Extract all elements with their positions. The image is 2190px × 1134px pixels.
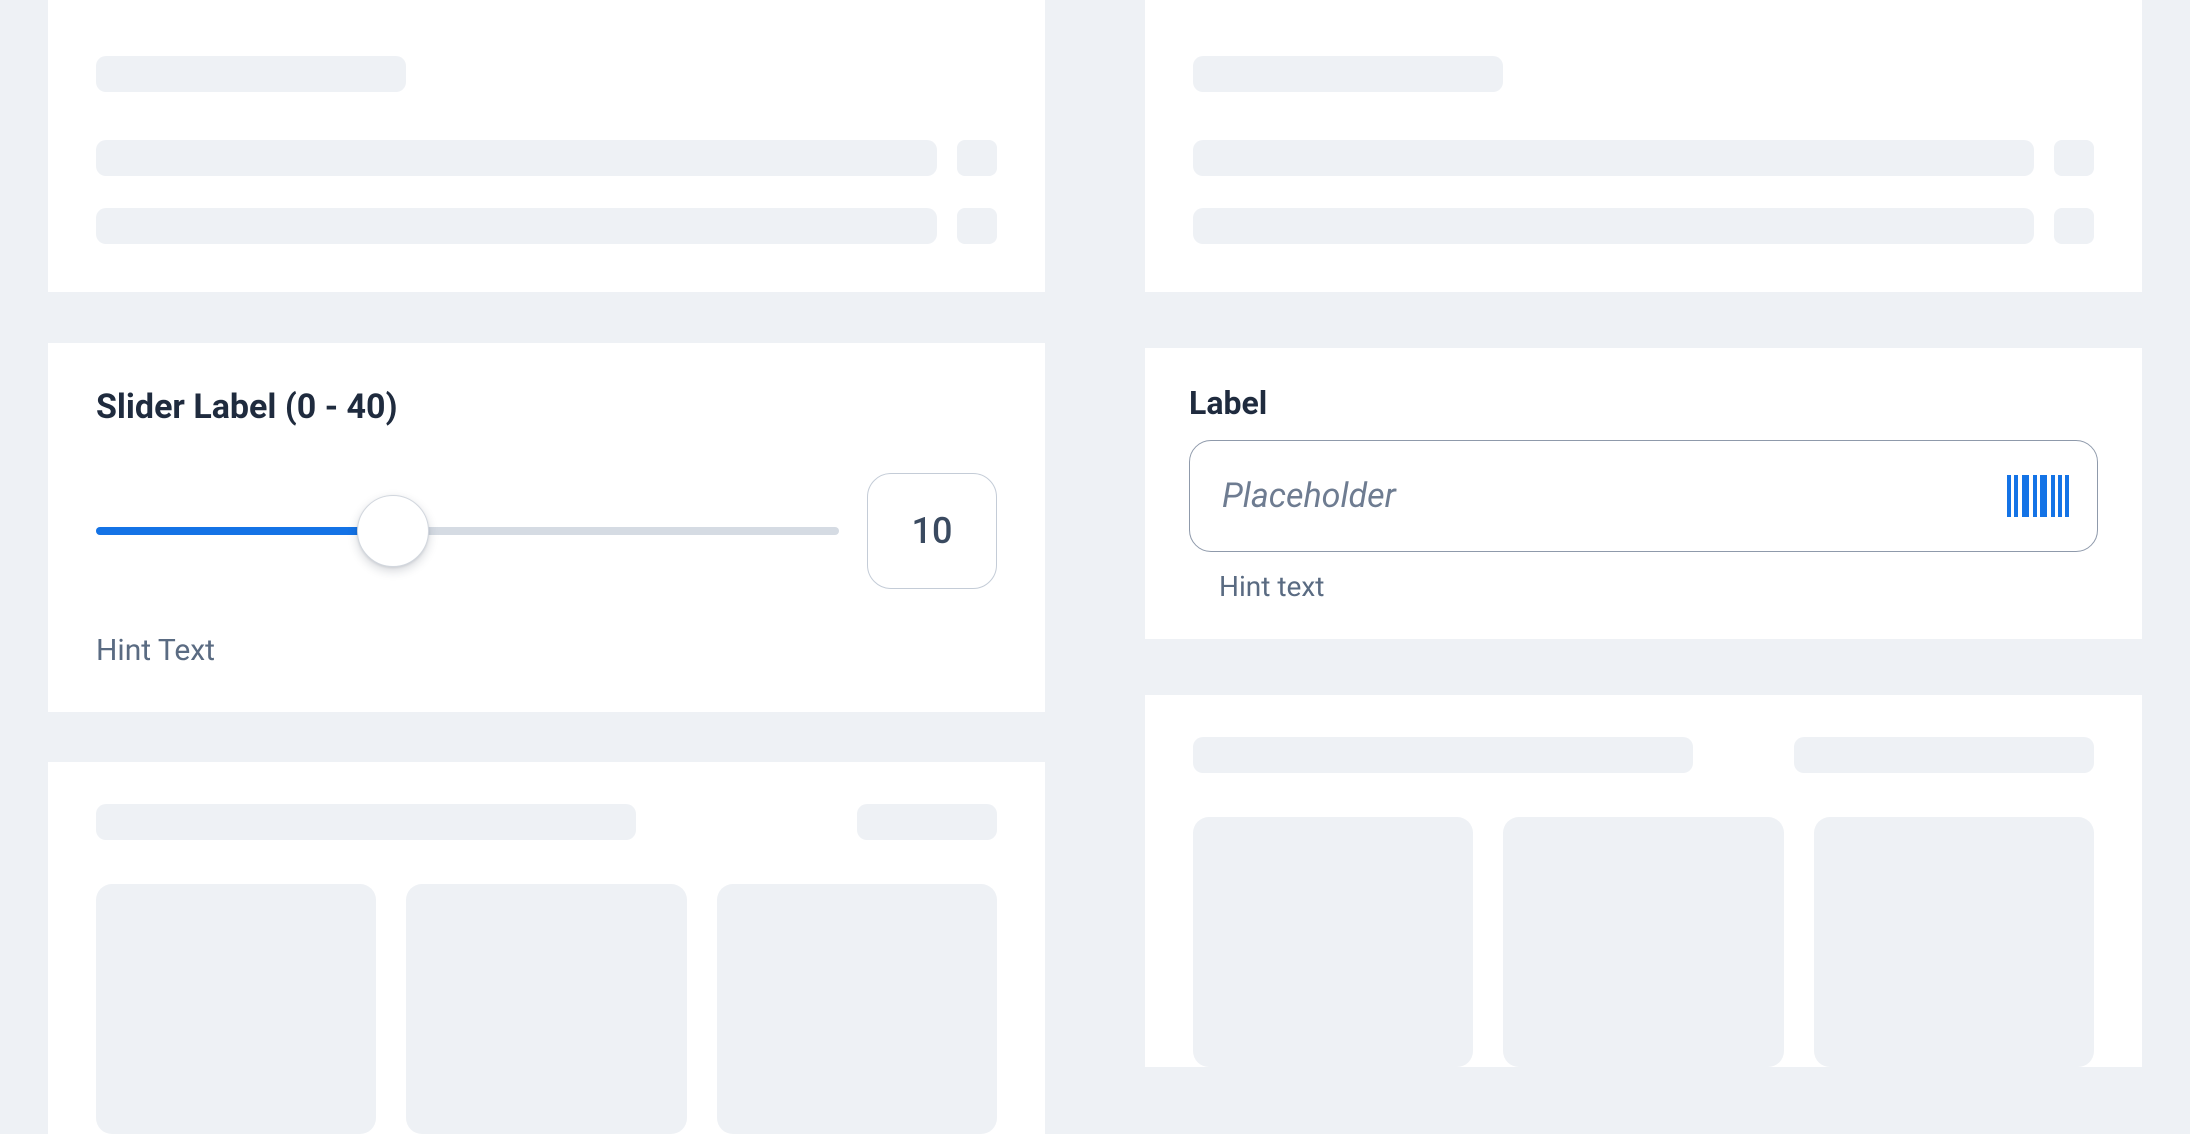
input-placeholder: Placeholder (1222, 476, 1396, 516)
skeleton-square (957, 140, 997, 176)
skeleton-line (96, 208, 937, 244)
skeleton-square (2054, 140, 2094, 176)
skeleton-header-row (96, 804, 997, 840)
slider-row: 10 (96, 473, 997, 589)
skeleton-square (957, 208, 997, 244)
input-card: Label Placeholder Hint text (1145, 348, 2142, 639)
skeleton-header-right (857, 804, 997, 840)
skeleton-tile (1193, 817, 1473, 1067)
skeleton-tile (406, 884, 686, 1134)
input-label: Label (1189, 384, 2098, 422)
right-panel: Label Placeholder Hint text (1145, 0, 2142, 1134)
skeleton-tile (96, 884, 376, 1134)
slider-control[interactable] (96, 526, 839, 536)
skeleton-row (1193, 208, 2094, 244)
skeleton-row (96, 140, 997, 176)
text-input[interactable]: Placeholder (1189, 440, 2098, 552)
slider-fill (96, 527, 393, 535)
panel-gap (1145, 292, 2142, 348)
left-panel: Slider Label (0 - 40) 10 Hint Text (48, 0, 1045, 1134)
skeleton-tile-row (1193, 817, 2094, 1067)
barcode-icon[interactable] (2007, 475, 2069, 517)
skeleton-row (1193, 140, 2094, 176)
skeleton-header-row (1193, 737, 2094, 773)
skeleton-card-bottom (48, 762, 1045, 1134)
skeleton-square (2054, 208, 2094, 244)
skeleton-tile (1814, 817, 2094, 1067)
skeleton-card-top (48, 0, 1045, 292)
slider-card: Slider Label (0 - 40) 10 Hint Text (48, 343, 1045, 712)
skeleton-tile (717, 884, 997, 1134)
skeleton-line (1193, 208, 2034, 244)
skeleton-header-left (1193, 737, 1693, 773)
slider-value-box[interactable]: 10 (867, 473, 997, 589)
skeleton-row (96, 208, 997, 244)
input-hint: Hint text (1219, 570, 2098, 603)
panel-gap (1145, 639, 2142, 695)
panel-gap (48, 712, 1045, 763)
slider-thumb[interactable] (357, 495, 429, 567)
skeleton-title (96, 56, 406, 92)
skeleton-header-right (1794, 737, 2094, 773)
slider-label: Slider Label (0 - 40) (96, 387, 997, 427)
panel-gap (48, 292, 1045, 343)
skeleton-line (1193, 140, 2034, 176)
slider-hint: Hint Text (96, 633, 997, 668)
skeleton-card-top (1145, 0, 2142, 292)
skeleton-line (96, 140, 937, 176)
skeleton-header-left (96, 804, 636, 840)
skeleton-tile (1503, 817, 1783, 1067)
skeleton-title (1193, 56, 1503, 92)
skeleton-card-bottom (1145, 695, 2142, 1067)
skeleton-tile-row (96, 884, 997, 1134)
